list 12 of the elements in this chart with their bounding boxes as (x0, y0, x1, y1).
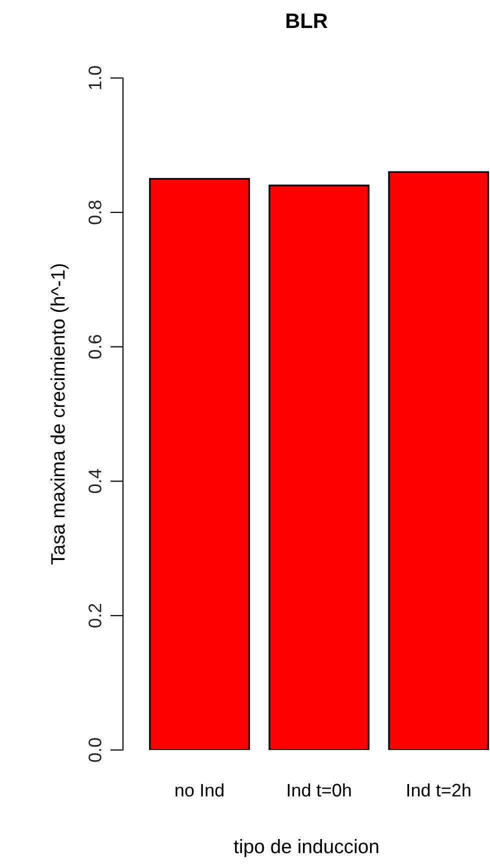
x-axis-title: tipo de induccion (234, 839, 378, 858)
y-axis-title: Tasa maxima de crecimiento (h^-1) (50, 264, 69, 565)
chart-title: BLR (286, 14, 328, 28)
y-tick-label: 1.0 (88, 66, 102, 90)
y-tick-label: 0.4 (88, 469, 102, 494)
x-tick-label: no Ind (176, 783, 224, 797)
x-tick-label: Ind t=0h (288, 783, 351, 797)
y-tick-label: 0.8 (88, 200, 102, 224)
y-tick-label: 0.6 (88, 335, 102, 359)
x-tick-label: Ind t=2h (407, 783, 470, 797)
y-tick-label: 0.2 (88, 604, 102, 628)
y-tick-label: 0.0 (88, 738, 102, 762)
